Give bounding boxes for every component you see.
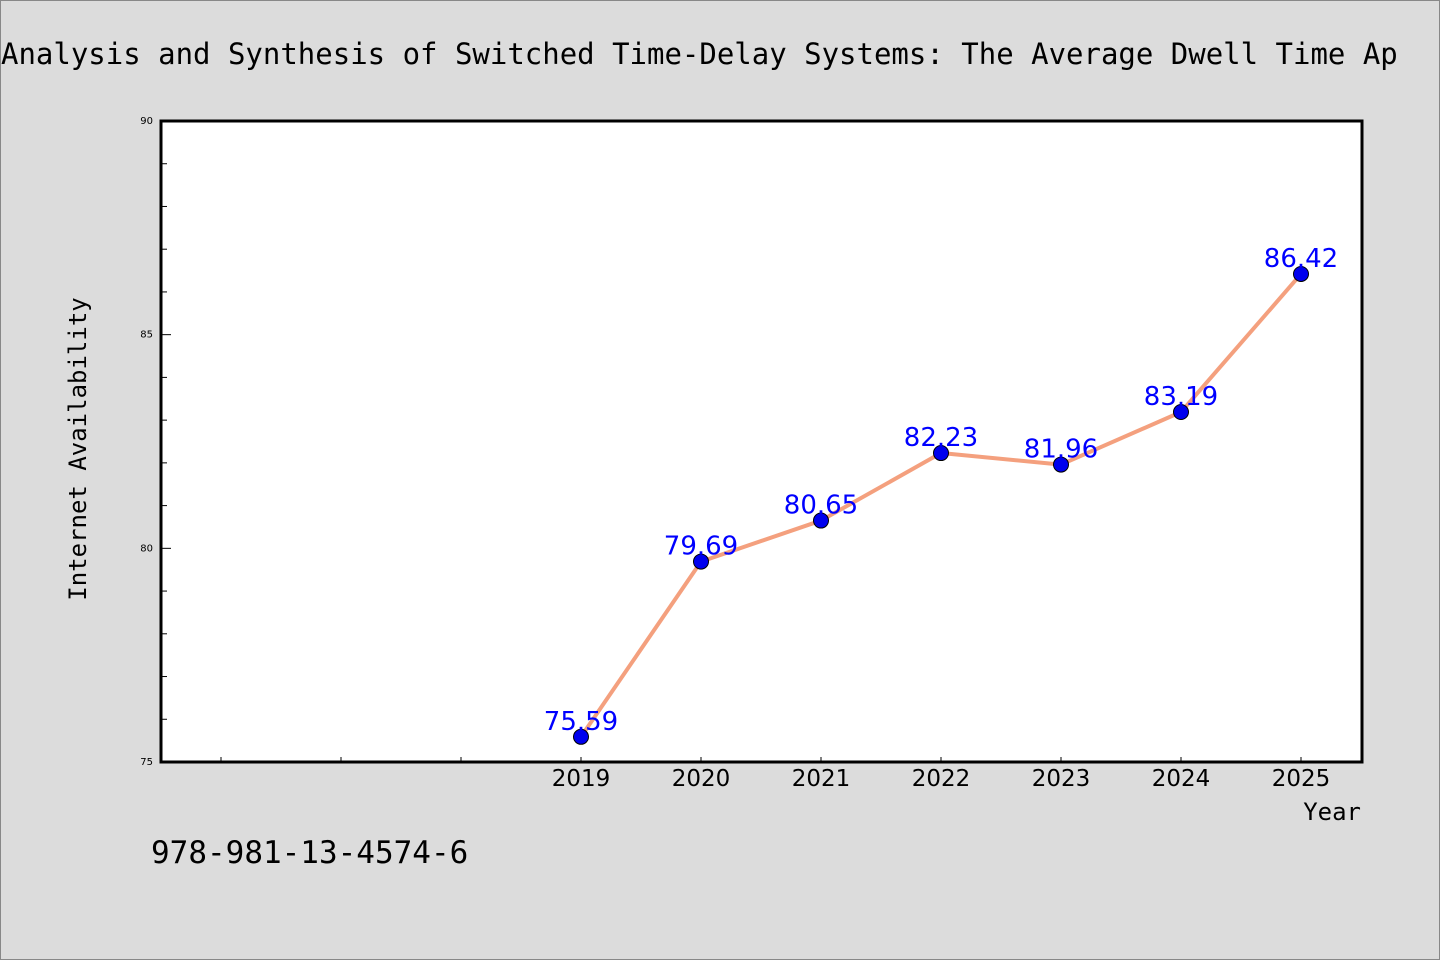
y-tick-label: 90 bbox=[140, 116, 153, 127]
data-point bbox=[573, 728, 589, 745]
y-tick-label: 80 bbox=[140, 543, 153, 554]
data-label: 80.65 bbox=[784, 491, 858, 521]
x-tick-label: 2022 bbox=[912, 766, 971, 792]
data-label: 82.23 bbox=[904, 423, 978, 453]
data-point bbox=[1173, 404, 1189, 421]
x-tick-label: 2020 bbox=[672, 766, 731, 792]
series-layer bbox=[573, 265, 1309, 745]
data-point bbox=[693, 553, 709, 570]
data-label: 75.59 bbox=[544, 707, 618, 737]
data-label: 79.69 bbox=[664, 532, 738, 562]
isbn-text: 978-981-13-4574-6 bbox=[151, 835, 469, 871]
chart-title: Analysis and Synthesis of Switched Time-… bbox=[1, 37, 1398, 71]
plot-area bbox=[159, 119, 1364, 764]
data-point bbox=[1293, 265, 1309, 282]
y-tick-label: 75 bbox=[140, 757, 153, 768]
data-labels-layer: 75.59 79.69 80.65 82.23 81.96 83.19 86.42 bbox=[544, 244, 1338, 737]
data-label: 83.19 bbox=[1144, 382, 1218, 412]
y-axis-label: Internet Availability bbox=[64, 297, 92, 600]
y-axis-ticks: 75 80 85 90 bbox=[140, 116, 171, 768]
data-point bbox=[933, 445, 949, 462]
data-label: 81.96 bbox=[1024, 435, 1098, 465]
x-tick-label: 2021 bbox=[792, 766, 851, 792]
data-point bbox=[813, 512, 829, 529]
y-tick-label: 85 bbox=[140, 330, 153, 341]
x-tick-label: 2024 bbox=[1152, 766, 1211, 792]
x-tick-label: 2023 bbox=[1032, 766, 1091, 792]
x-axis-label: Year bbox=[1303, 798, 1361, 826]
x-axis-ticks: 2019 2020 2021 2022 2023 2024 2025 bbox=[220, 757, 1331, 792]
data-label: 86.42 bbox=[1264, 244, 1338, 274]
x-tick-label: 2025 bbox=[1272, 766, 1331, 792]
data-point bbox=[1053, 456, 1069, 473]
x-tick-label: 2019 bbox=[552, 766, 611, 792]
